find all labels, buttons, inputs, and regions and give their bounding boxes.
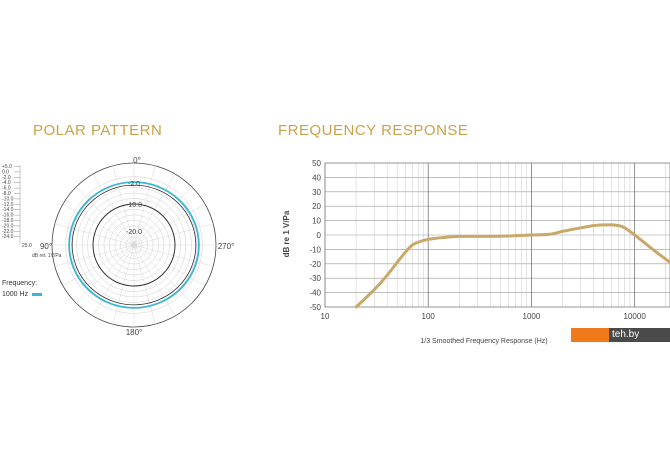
polar-scale-label: -4.0 [2,180,11,186]
polar-ring-label-10: -10.0 [126,202,142,209]
polar-scale-label: -12.0 [2,202,14,208]
polar-scale-label: -18.0 [2,218,14,224]
watermark-orange-block [571,328,609,342]
polar-series [68,181,200,309]
polar-series-inner [71,184,197,306]
polar-scale-label: -8.0 [2,191,11,197]
frequency-response-title: FREQUENCY RESPONSE [278,122,469,139]
polar-angle-label-top: 0° [133,156,141,165]
watermark: teh.by [571,328,670,342]
polar-scale-bottom: 25.0 [22,243,32,249]
polar-scale-label: -6.0 [2,186,11,192]
polar-pattern-title: POLAR PATTERN [33,122,163,139]
polar-legend-item: 1000 Hz [2,291,43,298]
polar-angle-label-right: 270° [218,242,235,251]
polar-scale-label: -2.0 [2,175,11,181]
polar-scale-label: +5.0 [2,164,12,170]
polar-scale-label: -24.0 [2,234,14,240]
polar-angle-label-left: 90° [40,242,52,251]
polar-scale: +5.00.0-2.0-4.0-6.0-8.0-10.0-12.0-14.0-1… [2,164,21,244]
watermark-text: teh.by [609,328,670,342]
polar-legend-swatch [32,293,43,296]
polar-legend-label: 1000 Hz [2,291,29,298]
polar-scale-label: -20.0 [2,223,14,229]
polar-angle-label-bottom: 180° [126,328,143,337]
polar-scale-label: -10.0 [2,196,14,202]
polar-ring-label-2: -2.0 [128,181,140,188]
polar-legend-title: Frequency: [2,280,38,287]
polar-unit-label: dB rel. 1V/Pa [32,253,62,259]
polar-reference-ring [92,203,176,287]
polar-ring-label-20: -20.0 [126,229,142,236]
polar-scale-label: -14.0 [2,207,14,213]
polar-scale-label: -16.0 [2,213,14,219]
polar-scale-label: 0.0 [2,169,9,175]
polar-series-1000hz [68,181,200,309]
polar-scale-label: -22.0 [2,229,14,235]
